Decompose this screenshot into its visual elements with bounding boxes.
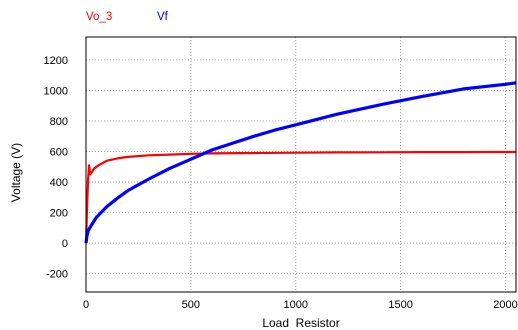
series-line-vf [84,81,517,244]
x-tick-label: 1500 [388,299,412,311]
x-tick-label: 500 [182,299,200,311]
x-tick-label: 1000 [284,299,308,311]
series-line-vo-3 [84,150,516,244]
y-tick-label: 800 [50,116,68,128]
x-axis-label: Load Resistor [262,316,339,330]
x-tick-label: 0 [83,299,89,311]
y-tick-label: -200 [46,269,68,281]
y-tick-label: 400 [50,177,68,189]
y-tick-label: 1000 [44,85,68,97]
y-tick-label: 600 [50,147,68,159]
plot-frame [85,36,517,293]
legend-vo3: Vo_3 [86,11,112,23]
y-axis-label: Voltage (V) [9,143,23,202]
y-tick-label: 200 [50,208,68,220]
legend-vf: Vf [157,11,169,23]
y-tick-label: 0 [62,238,68,250]
y-tick-labels: -200 0 200 400 600 800 1000 1200 [44,55,68,281]
series-group [84,81,517,244]
grid [86,37,516,292]
x-tick-labels: 0 500 1000 1500 2000 [83,299,518,311]
x-tick-label: 2000 [493,299,517,311]
y-tick-label: 1200 [44,55,68,67]
